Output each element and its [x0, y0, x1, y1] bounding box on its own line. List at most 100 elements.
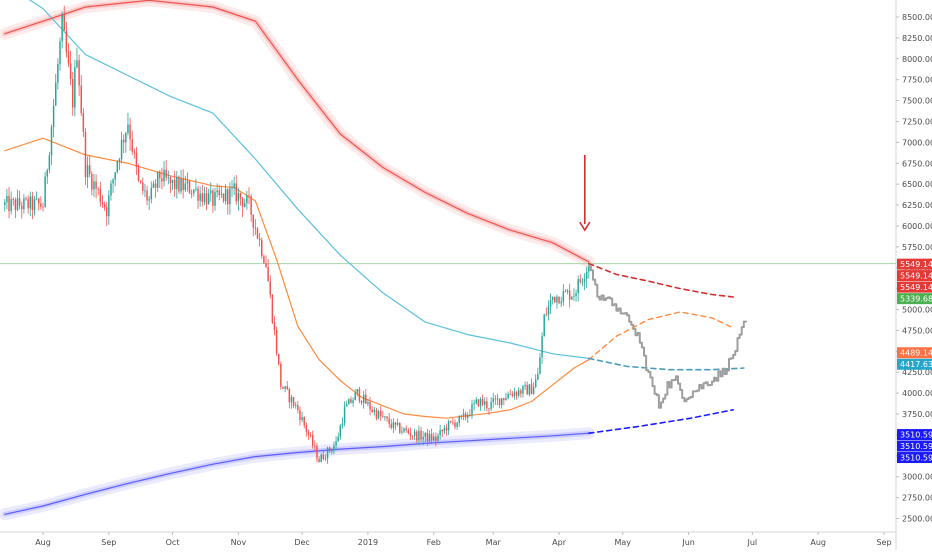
candle-body [345, 404, 348, 407]
candle-body [539, 357, 541, 375]
candle-body [490, 401, 492, 409]
candle-body [163, 169, 165, 182]
candle-body [537, 374, 539, 380]
candle-body [284, 386, 286, 389]
candle-body [328, 447, 331, 451]
candle-body [59, 41, 61, 65]
candle-body [239, 192, 242, 199]
candle-body [360, 401, 363, 403]
candle-body [452, 421, 454, 423]
candle-body [337, 436, 339, 442]
candle-body [528, 384, 531, 395]
candles [4, 5, 590, 464]
candle-body [551, 296, 554, 300]
candle-body [135, 152, 138, 168]
candle-body [142, 182, 144, 191]
price-badge [897, 281, 932, 293]
candle-body [467, 414, 469, 418]
candle-body [203, 193, 206, 202]
candle-body [18, 198, 21, 206]
candle-body [316, 445, 318, 459]
y-tick-label: 2500.00 [902, 515, 932, 524]
candle-body [199, 193, 201, 201]
y-tick-label: 7250.00 [902, 117, 932, 126]
candle-body [105, 207, 108, 217]
candle-body [10, 199, 12, 212]
candle-body [447, 421, 450, 431]
candle-body [556, 296, 558, 303]
y-tick-label: 6250.00 [902, 201, 932, 210]
candle-body [86, 165, 89, 178]
candle-body [288, 389, 291, 403]
candle-body [554, 296, 556, 303]
candle-body [205, 193, 208, 205]
candle-body [430, 433, 433, 441]
candle-body [439, 430, 441, 436]
candle-body [63, 14, 65, 31]
candle-body [207, 193, 210, 205]
candle-body [473, 403, 475, 405]
candle-body [120, 139, 123, 160]
candle-body [471, 404, 473, 416]
y-tick-label: 3000.00 [902, 473, 932, 482]
price-badge [897, 270, 932, 282]
candle-body [588, 265, 590, 272]
price-badge-label: 4417.63 [900, 360, 932, 369]
x-tick-label: Dec [294, 538, 309, 547]
candle-body [186, 181, 189, 184]
candle-body [409, 433, 412, 436]
price-badge [897, 429, 932, 441]
candle-body [114, 172, 116, 180]
candle-body [469, 414, 471, 416]
x-tick-label: Aug [35, 538, 51, 547]
candle-body [560, 301, 562, 304]
ma-blue-line [4, 432, 590, 515]
candle-body [350, 399, 352, 403]
candle-body [534, 379, 537, 387]
candle-body [212, 190, 214, 206]
candle-body [530, 384, 533, 395]
candle-body [297, 405, 299, 411]
candle-body [413, 431, 416, 436]
candle-body [282, 387, 284, 389]
price-badge-label: 5549.14 [900, 272, 932, 281]
candle-body [252, 214, 254, 228]
candle-body [377, 411, 380, 419]
price-badge-label: 5549.14 [900, 283, 932, 292]
candle-body [33, 199, 36, 211]
candle-body [367, 401, 369, 404]
candle-body [522, 386, 524, 394]
candle-body [4, 202, 6, 206]
candle-body [31, 196, 34, 211]
candle-body [445, 427, 448, 431]
candle-body [97, 188, 99, 190]
price-badge [897, 440, 932, 452]
candle-body [74, 67, 76, 108]
price-badge-label: 3510.59 [900, 454, 932, 463]
candle-body [507, 394, 509, 399]
candle-body [454, 422, 456, 427]
y-tick-label: 8500.00 [902, 13, 932, 22]
candle-body [273, 322, 276, 331]
candle-body [229, 188, 231, 205]
candle-body [46, 170, 48, 177]
candle-body [152, 183, 155, 188]
y-tick-label: 4250.00 [902, 368, 932, 377]
candle-body [520, 390, 522, 394]
candle-body [526, 385, 528, 395]
candle-body [21, 205, 23, 210]
candle-body [458, 415, 460, 423]
candle-body [390, 424, 393, 428]
y-tick-label: 3750.00 [902, 410, 932, 419]
candle-body [373, 410, 376, 412]
y-tick-label: 6000.00 [902, 222, 932, 231]
candle-body [562, 291, 565, 302]
candle-body [88, 165, 91, 175]
candle-body [354, 392, 356, 401]
candle-body [93, 181, 95, 190]
candle-body [250, 196, 252, 215]
candle-body [263, 256, 265, 264]
candle-body [494, 398, 497, 400]
